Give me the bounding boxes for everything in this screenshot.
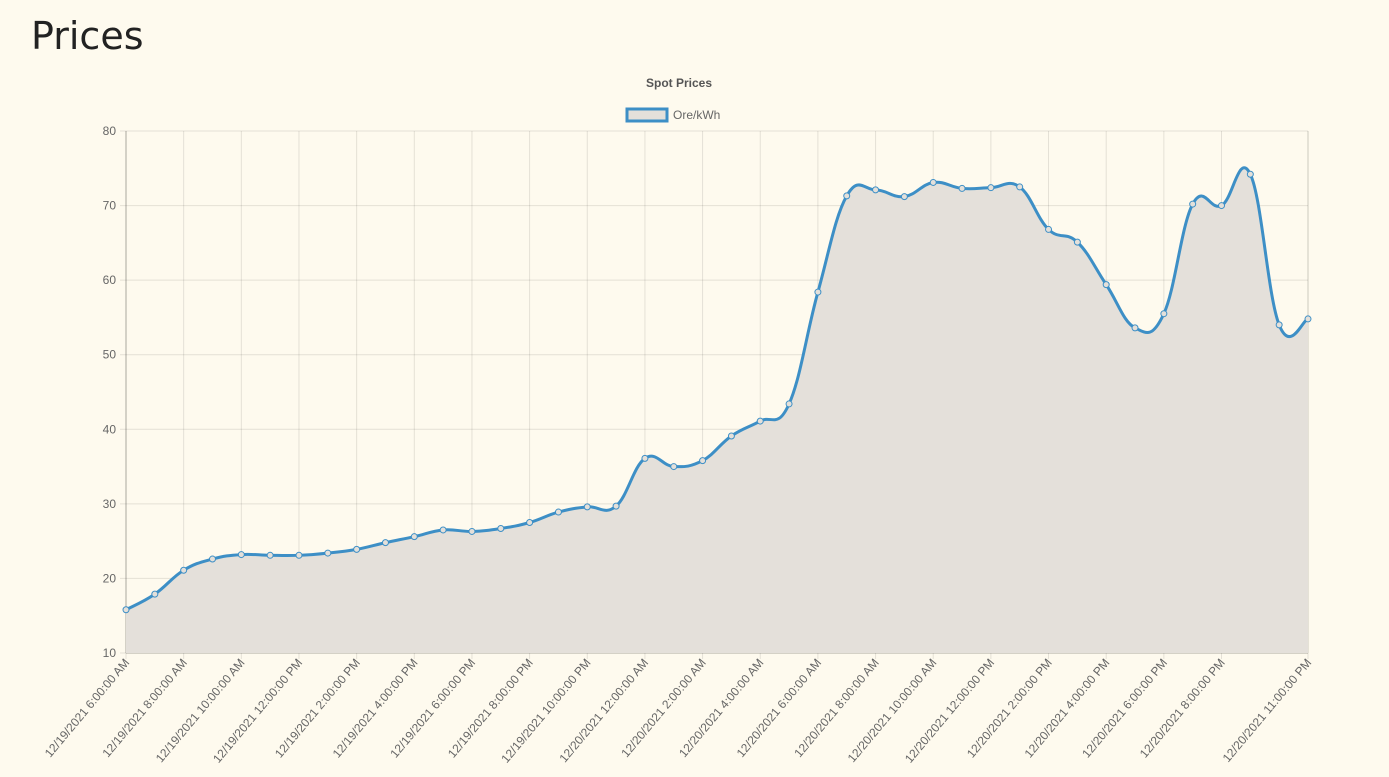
data-point[interactable] [727, 432, 735, 440]
data-point[interactable] [929, 178, 937, 186]
data-point[interactable] [1160, 310, 1168, 318]
legend-label[interactable]: Ore/kWh [673, 108, 720, 122]
data-point[interactable] [670, 463, 678, 471]
data-point[interactable] [814, 288, 822, 296]
data-point[interactable] [583, 503, 591, 511]
data-point[interactable] [958, 184, 966, 192]
data-point[interactable] [843, 192, 851, 200]
data-point[interactable] [266, 551, 274, 559]
y-tick-label: 40 [103, 422, 117, 436]
data-point[interactable] [208, 555, 216, 563]
data-point[interactable] [497, 524, 505, 532]
data-point[interactable] [410, 533, 418, 541]
data-point[interactable] [151, 590, 159, 598]
data-point[interactable] [1045, 225, 1053, 233]
data-point[interactable] [295, 551, 303, 559]
data-point[interactable] [872, 186, 880, 194]
y-tick-label: 70 [103, 199, 117, 213]
data-point[interactable] [324, 549, 332, 557]
y-axis-ticks: 10 20 30 40 50 60 70 80 [103, 124, 117, 660]
data-point[interactable] [1016, 183, 1024, 191]
data-point[interactable] [1131, 324, 1139, 332]
data-point[interactable] [900, 193, 908, 201]
series-points [122, 170, 1312, 614]
y-tick-label: 30 [103, 497, 117, 511]
data-point[interactable] [1073, 238, 1081, 246]
data-point[interactable] [122, 606, 130, 614]
data-point[interactable] [699, 457, 707, 465]
data-point[interactable] [353, 545, 361, 553]
x-tick-label: 12/20/2021 11:00:00 PM [1220, 656, 1315, 765]
y-tick-label: 60 [103, 273, 117, 287]
y-tick-label: 10 [103, 646, 117, 660]
y-tick-label: 50 [103, 348, 117, 362]
data-point[interactable] [1102, 281, 1110, 289]
chart-title: Spot Prices [646, 76, 712, 90]
data-point[interactable] [381, 539, 389, 547]
data-point[interactable] [756, 417, 764, 425]
page-title: Prices [31, 14, 144, 58]
data-point[interactable] [180, 566, 188, 574]
y-tick-label: 80 [103, 124, 117, 138]
y-tick-label: 20 [103, 571, 117, 585]
data-point[interactable] [1304, 315, 1312, 323]
data-point[interactable] [1218, 202, 1226, 210]
data-point[interactable] [785, 400, 793, 408]
data-point[interactable] [439, 526, 447, 534]
data-point[interactable] [641, 454, 649, 462]
data-point[interactable] [1246, 170, 1254, 178]
data-point[interactable] [1275, 321, 1283, 329]
data-point[interactable] [468, 527, 476, 535]
data-point[interactable] [237, 551, 245, 559]
data-point[interactable] [1189, 200, 1197, 208]
series-area-fill [126, 167, 1308, 653]
legend[interactable]: Ore/kWh [625, 107, 720, 123]
data-point[interactable] [554, 508, 562, 516]
data-point[interactable] [526, 519, 534, 526]
data-point[interactable] [987, 184, 995, 192]
data-point[interactable] [612, 502, 620, 510]
legend-swatch[interactable] [625, 107, 669, 123]
